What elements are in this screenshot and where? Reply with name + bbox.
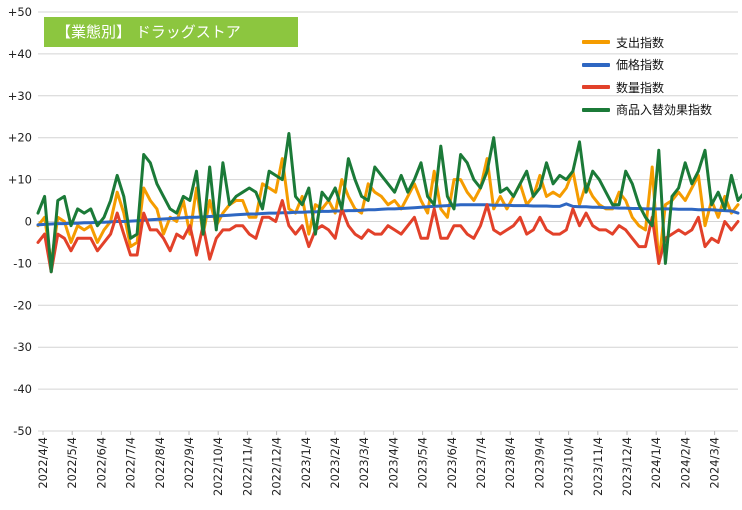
series-line-1 [36,202,740,227]
x-tick-label: 2023/9/4 [532,437,546,489]
legend-swatch [582,40,610,45]
y-tick-label: -20 [13,298,32,312]
y-tick-label: 0 [25,215,32,229]
x-tick-label: 2022/6/4 [94,437,108,489]
x-tick-label: 2023/10/4 [562,437,576,496]
y-tick-label: +40 [8,47,32,61]
x-tick-label: 2022/11/4 [240,437,254,496]
x-tick-label: 2023/2/4 [328,437,342,489]
x-tick-label: 2023/4/4 [386,437,400,489]
legend-item: 支出指数 [582,31,712,54]
y-tick-label: -40 [13,382,32,396]
x-tick-label: 2022/10/4 [211,437,225,496]
x-tick-label: 2023/12/4 [620,437,634,496]
legend-item: 価格指数 [582,54,712,77]
y-tick-label: -10 [13,256,32,270]
y-tick-label: -50 [13,424,32,438]
series-line-2 [36,199,740,274]
y-tick-label: +20 [8,131,32,145]
x-tick-label: 2023/11/4 [591,437,605,496]
legend-item: 数量指数 [582,76,712,99]
legend-swatch [582,85,610,90]
x-tick-label: 2023/7/4 [474,437,488,489]
x-tick-label: 2022/5/4 [65,437,79,489]
x-tick-label: 2022/7/4 [124,437,138,489]
x-tick-label: 2022/12/4 [270,437,284,496]
x-tick-label: 2023/1/4 [299,437,313,489]
legend-swatch [582,107,610,112]
y-tick-label: +50 [8,5,32,19]
legend-label: 支出指数 [616,35,665,50]
x-tick-label: 2022/8/4 [153,437,167,489]
x-tick-label: 2023/5/4 [416,437,430,489]
legend: 支出指数価格指数数量指数商品入替効果指数 [582,31,712,121]
legend-item: 商品入替効果指数 [582,99,712,122]
x-tick-label: 2023/8/4 [503,437,517,489]
x-tick-label: 2024/2/4 [678,437,692,489]
series-line-3 [36,132,742,274]
y-tick-label: +10 [8,173,32,187]
x-tick-label: 2024/1/4 [649,437,663,489]
x-tick-label: 2022/9/4 [182,437,196,489]
y-tick-label: +30 [8,89,32,103]
x-tick-label: 2023/6/4 [445,437,459,489]
chart-title: 【業態別】 ドラッグストア [44,17,298,47]
legend-label: 数量指数 [616,80,665,95]
x-tick-label: 2022/4/4 [36,437,50,489]
x-tick-label: 2023/3/4 [357,437,371,489]
legend-label: 価格指数 [616,58,665,73]
legend-label: 商品入替効果指数 [616,103,713,118]
y-tick-label: -30 [13,340,32,354]
x-tick-label: 2024/3/4 [708,437,722,489]
legend-swatch [582,62,610,67]
